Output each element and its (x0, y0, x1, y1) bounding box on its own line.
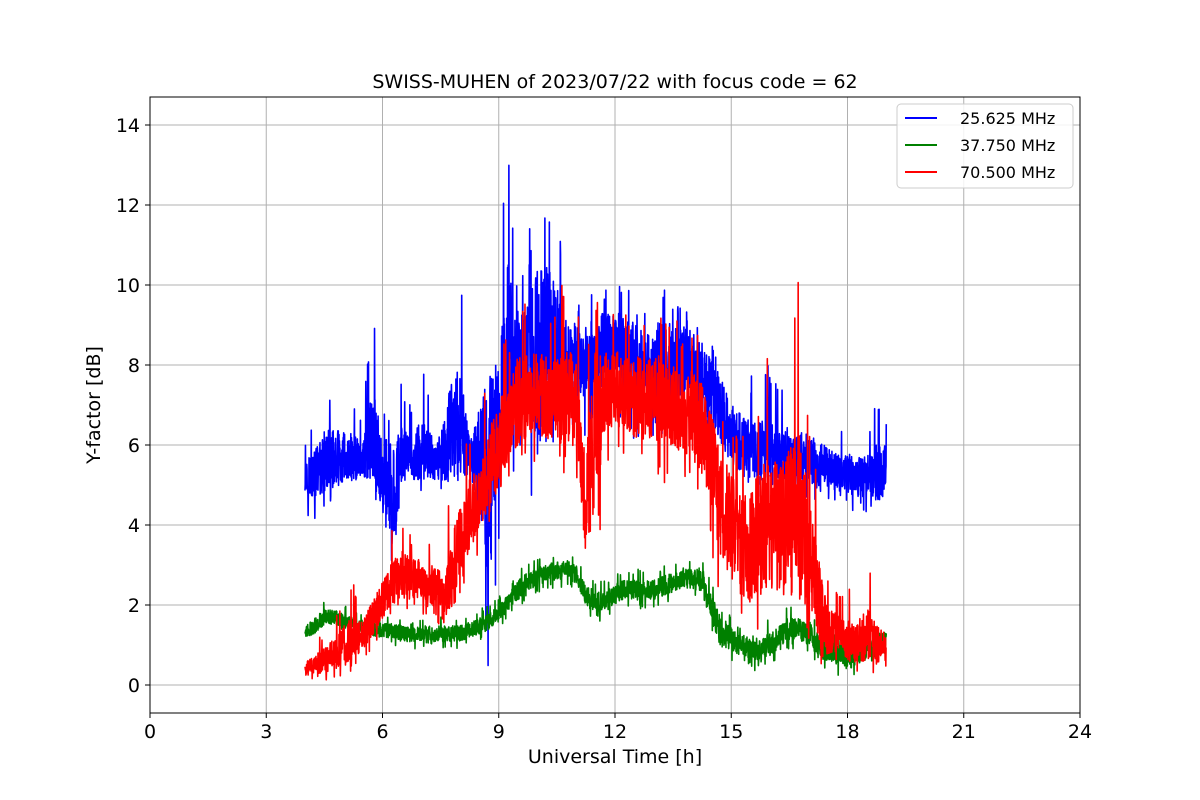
x-tick-label: 12 (603, 721, 627, 743)
x-tick-label: 9 (493, 721, 505, 743)
x-tick-label: 18 (835, 721, 859, 743)
y-axis-label: Y-factor [dB] (83, 346, 105, 465)
chart-title: SWISS-MUHEN of 2023/07/22 with focus cod… (372, 71, 857, 93)
y-tick-label: 12 (116, 195, 140, 217)
legend-label: 37.750 MHz (960, 136, 1055, 155)
y-tick-label: 0 (128, 675, 140, 697)
y-tick-label: 8 (128, 355, 140, 377)
legend: 25.625 MHz 37.750 MHz 70.500 MHz (896, 103, 1074, 189)
y-tick-label: 6 (128, 435, 140, 457)
series-layer (304, 164, 888, 681)
x-tick-label: 15 (719, 721, 743, 743)
y-tick-label: 4 (128, 515, 140, 537)
x-tick-label: 3 (260, 721, 272, 743)
y-tick-label: 14 (116, 115, 140, 137)
x-tick-label: 21 (952, 721, 976, 743)
series-line (304, 556, 888, 676)
y-tick-label: 2 (128, 595, 140, 617)
legend-label: 25.625 MHz (960, 109, 1055, 128)
legend-label: 70.500 MHz (960, 163, 1055, 182)
y-tick-label: 10 (116, 275, 140, 297)
series-70-500-mhz (304, 281, 887, 681)
x-axis-label: Universal Time [h] (528, 746, 702, 768)
x-tick-label: 0 (144, 721, 156, 743)
legend-box (896, 103, 1074, 189)
series-37-750-mhz (304, 556, 888, 676)
series-line (304, 281, 887, 681)
x-tick-label: 24 (1068, 721, 1092, 743)
x-tick-label: 6 (376, 721, 388, 743)
